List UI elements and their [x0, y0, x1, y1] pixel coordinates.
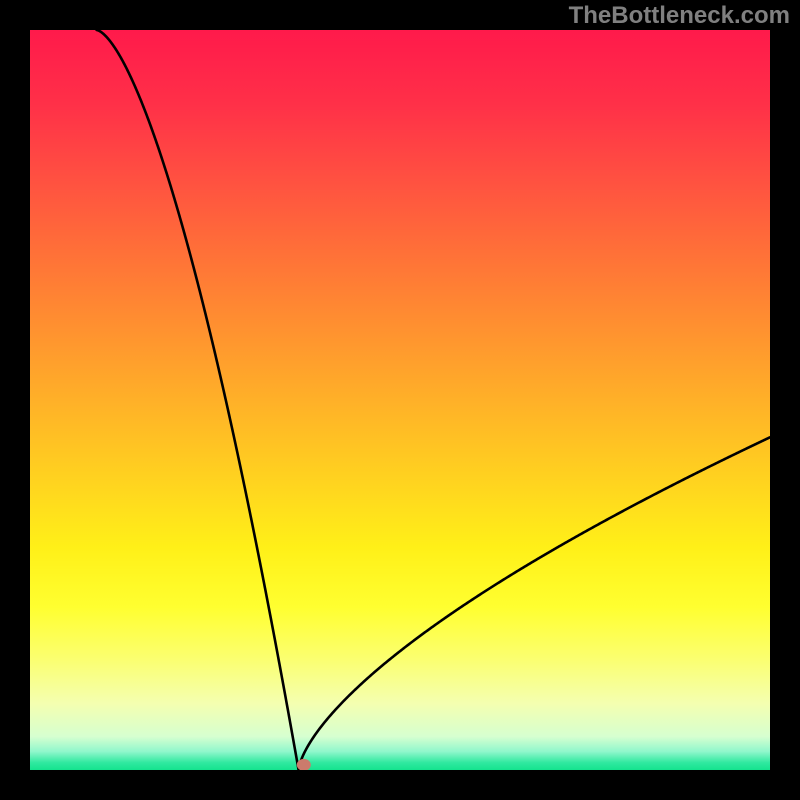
- frame-bottom: [0, 770, 800, 800]
- bottleneck-curve: [97, 30, 770, 770]
- plot-background: [30, 30, 770, 770]
- frame-right: [770, 0, 800, 800]
- bottleneck-plot: [30, 30, 770, 770]
- min-marker: [297, 759, 311, 770]
- watermark: TheBottleneck.com: [569, 2, 790, 30]
- plot-svg: [30, 30, 770, 770]
- frame-left: [0, 0, 30, 800]
